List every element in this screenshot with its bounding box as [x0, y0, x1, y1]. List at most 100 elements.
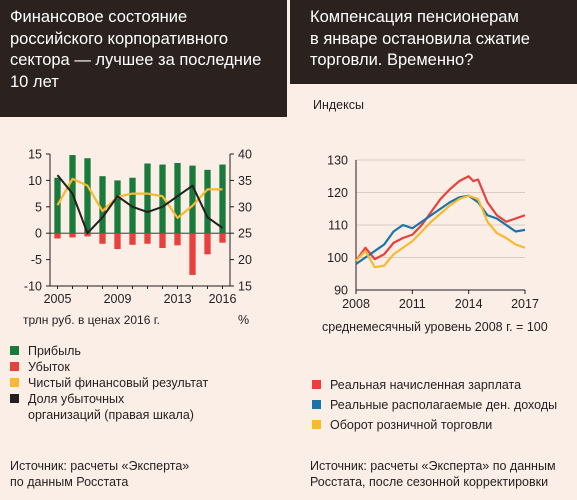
legend-label-unprofitable-share-line2: организаций (правая шкала): [28, 408, 194, 422]
loss-bar: [69, 233, 76, 238]
loss-bar: [204, 233, 211, 255]
x-tick-label: 2013: [164, 292, 192, 306]
profit-bar: [159, 164, 166, 234]
profit-bar: [54, 177, 61, 234]
loss-bar: [174, 233, 181, 246]
left-y-tick-label: 0: [35, 227, 42, 241]
x-tick-label: 2005: [44, 292, 72, 306]
x-tick-label: 2008: [342, 297, 370, 311]
profit-bar: [174, 162, 181, 234]
right-chart-legend: Реальная начисленная зарплата Реальные р…: [310, 377, 575, 433]
series-line-2: [355, 194, 526, 269]
legend-item-net-result: Чистый финансовый результат: [8, 375, 283, 391]
loss-bar: [159, 233, 166, 248]
left-source-line-1: Источник: расчеты «Эксперта»: [10, 459, 190, 473]
legend-label-wages: Реальная начисленная зарплата: [330, 378, 522, 392]
left-title-line-4: 10 лет: [10, 72, 59, 91]
right-y-tick-label: 40: [238, 148, 252, 162]
loss-bar: [54, 233, 61, 239]
net-result-swatch-icon: [10, 378, 19, 387]
legend-item-unprofitable-share: Доля убыточных организаций (правая шкала…: [8, 391, 283, 423]
left-y-tick-label: -10: [24, 280, 42, 294]
x-tick-label: 2017: [511, 297, 539, 311]
profit-bar: [114, 180, 121, 234]
loss-bar: [129, 233, 136, 245]
legend-label-loss: Убыток: [28, 360, 70, 374]
loss-bar: [84, 233, 91, 237]
wages-swatch-icon: [312, 380, 321, 389]
left-y-tick-label: 10: [28, 174, 42, 188]
loss-bar: [219, 233, 226, 243]
right-y-tick-label: 20: [238, 253, 252, 267]
profit-bar: [204, 169, 211, 234]
retail-turnover-swatch-icon: [312, 420, 321, 429]
left-chart-panel: Финансовое состояние российского корпора…: [0, 0, 287, 500]
x-tick-label: 2014: [455, 297, 483, 311]
right-title-line-2: в январе остановила сжатие: [310, 29, 530, 48]
x-tick-label: 2016: [209, 292, 237, 306]
profit-bar: [189, 165, 196, 234]
right-y-tick-label: 35: [238, 174, 252, 188]
loss-bar: [114, 233, 121, 250]
legend-label-net-result: Чистый финансовый результат: [28, 376, 209, 390]
unprofitable-share-swatch-icon: [10, 394, 19, 403]
right-source-line-2: Росстата, после сезонной корректировки: [310, 475, 549, 489]
legend-label-profit: Прибыль: [28, 344, 81, 358]
profit-bar: [144, 163, 151, 234]
right-axis-unit-label: %: [238, 313, 249, 327]
legend-label-unprofitable-share: Доля убыточных: [28, 392, 125, 406]
y-tick-label: 110: [328, 219, 348, 233]
series-line-1: [355, 194, 526, 265]
legend-label-retail-turnover: Оборот розничной торговли: [330, 418, 493, 432]
legend-item-loss: Убыток: [8, 359, 283, 375]
left-title-line-3: сектора — лучшее за последние: [10, 51, 262, 69]
y-tick-label: 100: [327, 251, 348, 265]
left-title-line-1: Финансовое состояние: [10, 8, 188, 26]
base-level-note: среднемесячный уровень 2008 г. = 100: [322, 320, 548, 334]
x-tick-label: 2011: [399, 297, 426, 311]
legend-item-disposable-income: Реальные располагаемые ден. доходы: [310, 397, 575, 413]
profit-swatch-icon: [10, 346, 19, 355]
loss-bar: [144, 233, 151, 244]
left-source-line-2: по данным Росстата: [10, 475, 129, 489]
right-y-tick-label: 25: [238, 227, 252, 241]
profit-bar: [129, 177, 136, 234]
right-source-line-1: Источник: расчеты «Эксперта» по данным: [310, 459, 556, 473]
left-chart-title: Финансовое состояние российского корпора…: [0, 0, 287, 117]
loss-swatch-icon: [10, 362, 19, 371]
right-y-tick-label: 15: [238, 280, 252, 294]
loss-bar: [99, 233, 106, 244]
left-y-tick-label: 5: [35, 200, 42, 214]
unprofitable-share-line: [56, 174, 224, 235]
profit-bar: [219, 164, 226, 234]
profit-bar: [84, 158, 91, 234]
legend-item-profit: Прибыль: [8, 343, 283, 359]
left-chart-legend: Прибыль Убыток Чистый финансовый результ…: [8, 343, 283, 423]
left-source-note: Источник: расчеты «Эксперта» по данным Р…: [10, 458, 189, 490]
left-axis-unit-label: трлн руб. в ценах 2016 г.: [23, 313, 160, 327]
profit-bar: [99, 176, 106, 234]
series-line-0: [355, 175, 526, 262]
net-result-line: [56, 177, 223, 219]
legend-item-wages: Реальная начисленная зарплата: [310, 377, 575, 393]
left-bar-line-chart: -10 -5 0 5 10 15 15 20 25 30 35 40 2005 2009 2013 2016 т…: [23, 148, 252, 328]
y-tick-label: 120: [327, 186, 348, 200]
right-title-line-3: торговли. Временно?: [310, 51, 474, 69]
y-tick-label: 130: [327, 154, 348, 168]
right-chart-title: Компенсация пенсионерам в январе останов…: [290, 0, 577, 84]
disposable-income-swatch-icon: [312, 400, 321, 409]
left-title-line-2: российского корпоративного: [10, 29, 229, 48]
left-y-tick-label: -5: [31, 253, 42, 267]
right-title-line-1: Компенсация пенсионерам: [310, 8, 519, 26]
right-source-note: Источник: расчеты «Эксперта» по данным Р…: [310, 458, 556, 490]
right-y-tick-label: 30: [238, 200, 252, 214]
left-y-tick-label: 15: [28, 148, 42, 162]
y-tick-label: 90: [334, 284, 348, 298]
loss-bar: [189, 233, 196, 275]
right-line-chart: Индексы 90 100 110 120 130 2008 2011 2014 2017 сре…: [313, 98, 548, 334]
y-axis-caption: Индексы: [313, 98, 364, 112]
legend-label-disposable-income: Реальные располагаемые ден. доходы: [330, 398, 558, 412]
right-chart-panel: Компенсация пенсионерам в январе останов…: [290, 0, 577, 500]
x-tick-label: 2009: [104, 292, 132, 306]
legend-item-retail-turnover: Оборот розничной торговли: [310, 417, 575, 433]
